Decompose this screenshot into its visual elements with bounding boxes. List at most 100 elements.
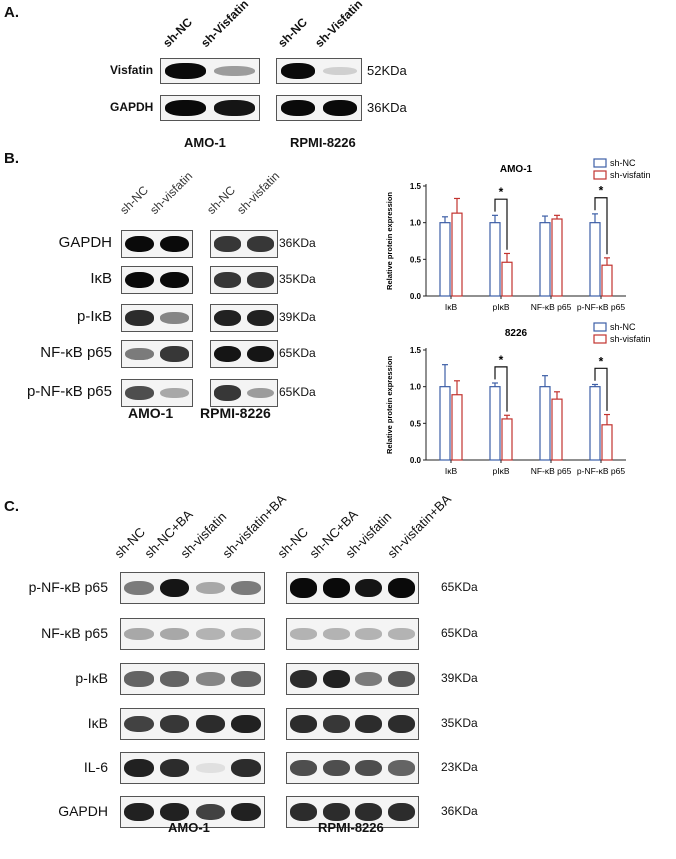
blot-band	[159, 759, 190, 777]
cell-line-label: AMO-1	[128, 405, 174, 421]
protein-label: Visfatin	[110, 63, 154, 77]
protein-label: p-IκB	[76, 308, 112, 325]
significance-mark: *	[599, 184, 604, 198]
bar	[589, 222, 601, 297]
protein-label: p-NF-κB p65	[28, 579, 108, 595]
lane-label: sh-visfatin	[147, 168, 196, 217]
blot-band	[289, 803, 317, 821]
blot-c-amo	[120, 618, 265, 650]
blot-band	[355, 671, 383, 687]
blot-band	[125, 235, 154, 253]
blot-band	[289, 670, 317, 688]
blot-c-amo	[120, 796, 265, 828]
x-tick-label: IκB	[445, 302, 458, 312]
blot-band	[213, 236, 242, 252]
cell-line-label: AMO-1	[184, 135, 226, 150]
blot-band	[231, 580, 261, 596]
blot-band	[322, 759, 350, 777]
significance-bracket	[494, 366, 508, 412]
blot-band	[322, 669, 350, 689]
legend-label: sh-NC	[610, 158, 636, 168]
lane-label: sh-visfatin+BA	[384, 491, 455, 561]
x-tick-label: NF-κB p65	[531, 466, 572, 476]
blot-band	[289, 715, 317, 733]
blot-band	[124, 671, 154, 687]
protein-label: p-IκB	[75, 670, 108, 686]
blot-band	[322, 578, 350, 598]
lane-label: sh-NC	[117, 183, 152, 217]
blot-band	[213, 310, 242, 326]
blot-band	[289, 759, 317, 777]
bar-chart-8226: 8226 Relative protein expression 0.0 0.5 1.0…	[385, 322, 651, 476]
blot-band	[246, 272, 275, 288]
blot-c-rpmi	[286, 708, 419, 740]
blot-band	[213, 345, 242, 363]
blot-band	[159, 715, 190, 733]
panel-a-label: A.	[4, 4, 19, 21]
kda-label: 52KDa	[367, 63, 407, 78]
kda-label: 36KDa	[367, 100, 407, 115]
x-tick-label: IκB	[445, 466, 458, 476]
blot-a-rpmi-gapdh	[276, 95, 362, 121]
blot-band	[195, 628, 226, 640]
blot-band	[322, 66, 358, 76]
blot-band	[160, 235, 189, 253]
blot-band	[195, 672, 226, 686]
legend-swatch	[593, 170, 607, 180]
kda-label: 65KDa	[441, 626, 478, 640]
blot-band	[213, 385, 242, 401]
significance-bracket	[594, 367, 608, 411]
blot-a-amo-visfatin	[160, 58, 260, 84]
y-axis-label: Relative protein expression	[385, 192, 394, 290]
y-tick-label: 1.5	[410, 182, 422, 191]
blot-band	[388, 671, 416, 687]
blot-band	[159, 671, 190, 687]
bar	[539, 222, 551, 297]
blot-band	[388, 628, 416, 640]
blot-band	[214, 100, 255, 116]
blot-band	[231, 714, 261, 734]
blot-c-rpmi	[286, 618, 419, 650]
significance-bracket	[594, 197, 608, 255]
lane-label: sh-NC	[275, 15, 310, 50]
lane-label: sh-NC	[274, 524, 312, 561]
kda-label: 36KDa	[441, 804, 478, 818]
y-tick-label: 1.5	[410, 346, 422, 355]
lane-label: sh-NC	[160, 15, 195, 50]
blot-band	[355, 578, 383, 598]
blot-b-rpmi	[210, 266, 278, 294]
panel-c-label: C.	[4, 498, 19, 515]
x-tick-label: NF-κB p65	[531, 302, 572, 312]
blot-band	[355, 715, 383, 733]
protein-label: IL-6	[83, 759, 108, 775]
blot-band	[280, 63, 316, 79]
blot-band	[195, 715, 226, 733]
x-tick-label: pIκB	[492, 302, 509, 312]
blot-band	[165, 63, 206, 79]
kda-label: 65KDa	[279, 346, 316, 360]
blot-band	[159, 578, 190, 598]
blot-band	[195, 763, 226, 773]
blot-band	[355, 628, 383, 640]
blot-b-rpmi	[210, 304, 278, 332]
blot-band	[322, 803, 350, 821]
cell-line-label: RPMI-8226	[290, 135, 356, 150]
kda-label: 35KDa	[279, 272, 316, 286]
blot-band	[159, 627, 190, 641]
blot-c-amo	[120, 663, 265, 695]
blot-band	[246, 387, 275, 399]
lane-label: sh-Visfatin	[198, 0, 252, 51]
protein-label: GAPDH	[110, 100, 154, 114]
legend-swatch	[593, 322, 607, 332]
x-tick-label: p-NF-κB p65	[577, 302, 625, 312]
blot-b-amo	[121, 304, 193, 332]
blot-a-amo-gapdh	[160, 95, 260, 121]
blot-band	[355, 759, 383, 777]
legend-swatch	[593, 334, 607, 344]
blot-b-amo	[121, 266, 193, 294]
blot-band	[160, 346, 189, 362]
blot-band	[322, 100, 358, 116]
blot-c-rpmi	[286, 572, 419, 604]
chart-title: 8226	[505, 328, 528, 339]
bar	[489, 222, 501, 297]
